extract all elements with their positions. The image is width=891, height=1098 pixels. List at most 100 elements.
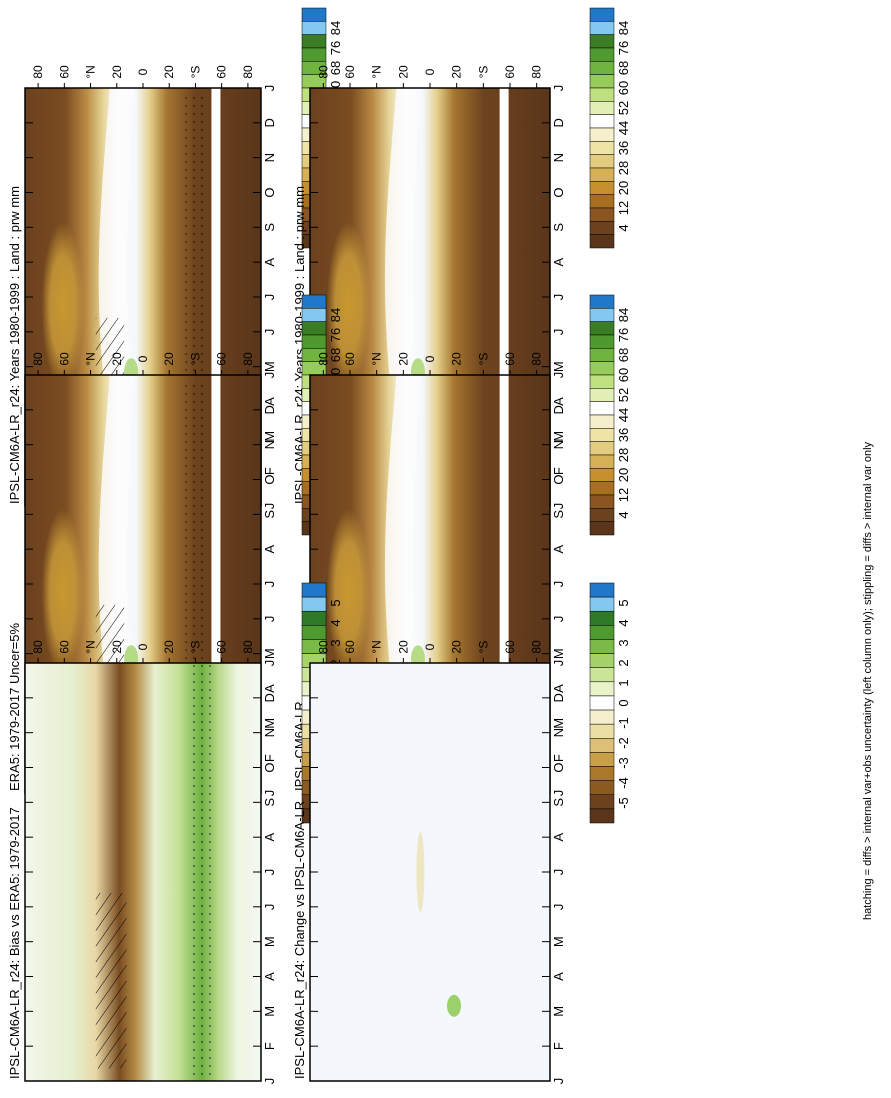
lat-label: 0 bbox=[423, 68, 437, 75]
field-5 bbox=[25, 663, 261, 1081]
colorbar-swatch bbox=[589, 625, 615, 640]
lat-label: 20 bbox=[396, 352, 410, 366]
colorbar-swatch bbox=[589, 234, 615, 249]
hatching bbox=[95, 892, 127, 1069]
lat-label: °S bbox=[476, 66, 490, 79]
colorbar-swatch bbox=[589, 61, 615, 75]
month-label: A bbox=[551, 833, 566, 842]
lat-label: 80 bbox=[316, 352, 330, 366]
colorbar-swatch bbox=[589, 521, 615, 536]
lat-label: 60 bbox=[343, 640, 357, 654]
colorbar-label: 28 bbox=[616, 448, 631, 462]
month-label: A bbox=[262, 397, 277, 406]
month-label: F bbox=[551, 754, 566, 762]
colorbar-label: 4 bbox=[616, 511, 631, 518]
colorbar-label: 68 bbox=[328, 61, 343, 75]
month-label: M bbox=[262, 361, 277, 372]
colorbar-swatch bbox=[589, 127, 615, 142]
colorbar-label: 1 bbox=[616, 679, 631, 686]
month-label: M bbox=[551, 718, 566, 729]
lat-label: 80 bbox=[530, 352, 544, 366]
colorbar-swatch bbox=[589, 653, 615, 668]
colorbar-swatch bbox=[589, 154, 615, 169]
colorbar-swatch bbox=[589, 7, 615, 22]
colorbar-label: 4 bbox=[328, 619, 343, 626]
month-label: M bbox=[262, 936, 277, 947]
lat-label: 80 bbox=[31, 352, 45, 366]
month-label: J bbox=[262, 1078, 277, 1085]
month-label: M bbox=[551, 361, 566, 372]
colorbar-swatch bbox=[589, 334, 615, 349]
lat-label: 20 bbox=[162, 640, 176, 654]
colorbar-swatch bbox=[589, 610, 615, 626]
colorbar-swatch bbox=[589, 388, 615, 402]
colorbar-swatch bbox=[589, 582, 615, 598]
colorbar-swatch bbox=[589, 308, 615, 322]
month-label: J bbox=[551, 372, 566, 379]
green-spot bbox=[447, 994, 461, 1017]
month-label: O bbox=[262, 187, 277, 197]
month-label: M bbox=[262, 431, 277, 442]
lat-label: 60 bbox=[215, 65, 229, 79]
month-label: J bbox=[551, 790, 566, 797]
colorbar-swatch bbox=[301, 308, 327, 322]
lat-label: 80 bbox=[241, 640, 255, 654]
colorbar-swatch bbox=[589, 794, 615, 810]
colorbar-label: 4 bbox=[616, 224, 631, 231]
month-label: J bbox=[262, 294, 277, 301]
colorbar-swatch bbox=[589, 414, 615, 429]
lat-label: 0 bbox=[136, 68, 150, 75]
colorbar-label: 5 bbox=[616, 599, 631, 606]
colorbar-swatch bbox=[589, 34, 615, 49]
month-label: F bbox=[262, 754, 277, 762]
month-label: J bbox=[262, 372, 277, 379]
colorbar-swatch bbox=[301, 596, 327, 612]
missing-lat-band bbox=[499, 88, 509, 506]
lat-label: 60 bbox=[57, 65, 71, 79]
colorbar-swatch bbox=[589, 428, 615, 442]
colorbar-label: 12 bbox=[616, 488, 631, 502]
lat-label: 80 bbox=[316, 65, 330, 79]
colorbar-swatch bbox=[589, 167, 615, 182]
colorbar-swatch bbox=[589, 374, 615, 389]
colorbar-swatch bbox=[589, 321, 615, 336]
month-label: F bbox=[262, 1042, 277, 1050]
month-label: D bbox=[551, 118, 566, 127]
month-label: J bbox=[262, 660, 277, 667]
colorbar-swatch bbox=[589, 681, 615, 697]
month-label: S bbox=[262, 798, 277, 807]
colorbar-label: 76 bbox=[616, 41, 631, 55]
colorbar-label: 84 bbox=[328, 308, 343, 322]
figure-footnote: hatching = diffs > internal var+obs unce… bbox=[862, 441, 874, 920]
colorbar-swatch bbox=[589, 194, 615, 209]
month-label: J bbox=[262, 904, 277, 911]
month-label: J bbox=[262, 616, 277, 623]
colorbar-swatch bbox=[589, 74, 615, 89]
lat-label: °S bbox=[476, 353, 490, 366]
lat-label: 60 bbox=[503, 352, 517, 366]
month-label: D bbox=[262, 693, 277, 702]
panel-title: IPSL-CM6A-LR_r24: Change vs IPSL-CM6A-LR bbox=[292, 801, 307, 1079]
missing-lat-band bbox=[499, 375, 509, 793]
colorbar-swatch bbox=[589, 468, 615, 482]
colorbar-swatch bbox=[589, 141, 615, 155]
colorbar-label: 12 bbox=[616, 201, 631, 215]
colorbar-swatch bbox=[589, 639, 615, 654]
colorbar-swatch bbox=[589, 780, 615, 796]
month-label: O bbox=[551, 474, 566, 484]
month-label: M bbox=[551, 648, 566, 659]
colorbar-label: 4 bbox=[616, 619, 631, 626]
month-label: J bbox=[262, 503, 277, 510]
colorbar-swatch bbox=[589, 808, 615, 824]
lat-label: °N bbox=[84, 352, 98, 365]
colorbar-swatch bbox=[589, 508, 615, 522]
lat-label: 20 bbox=[396, 65, 410, 79]
colorbar-label: 44 bbox=[616, 408, 631, 422]
colorbar-swatch bbox=[301, 47, 327, 62]
lat-label: 20 bbox=[162, 352, 176, 366]
colorbar-label: 3 bbox=[328, 639, 343, 646]
month-label: J bbox=[551, 85, 566, 92]
lat-label: 20 bbox=[450, 352, 464, 366]
month-label: J bbox=[551, 869, 566, 876]
colorbar-label: 36 bbox=[616, 141, 631, 155]
